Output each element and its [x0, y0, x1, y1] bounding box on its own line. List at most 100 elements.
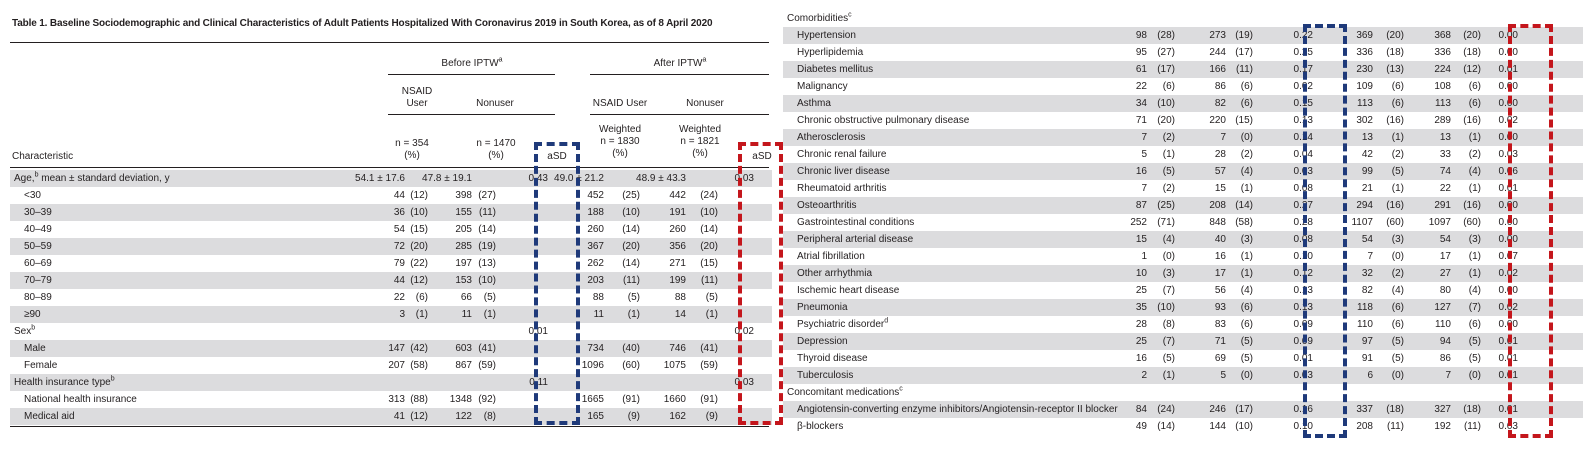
row-label: Angiotensin-converting enzyme inhibitors… — [797, 404, 1118, 415]
table-cell: 108 — [1434, 81, 1451, 92]
table-cell: 95 — [1135, 47, 1147, 58]
table-row: Medical aid 41 (12) 122 (8) 165 (9) 162 (9) — [10, 408, 772, 425]
row-label: Sexb — [14, 324, 36, 337]
table-cell: (71) — [1157, 217, 1175, 228]
table-cell: (9) — [705, 411, 718, 422]
table-cell: (12) — [410, 190, 428, 201]
table-row: Health insurance typeb 0.11 0.03 — [10, 374, 772, 391]
table-cell: (15) — [700, 258, 718, 269]
table-cell: 442 — [669, 190, 686, 201]
table-cell: (7) — [1162, 285, 1175, 296]
table-cell: 40 — [1214, 234, 1226, 245]
table-cell: (20) — [410, 241, 428, 252]
header-rule — [10, 167, 769, 168]
table-cell: 74 — [1439, 166, 1451, 177]
table-cell: 17 — [1214, 268, 1226, 279]
table-cell: 110 — [1357, 319, 1373, 330]
table-cell: 47.8 ± 19.1 — [422, 173, 472, 184]
table-cell: 208 — [1356, 421, 1373, 432]
table-cell: (16) — [1386, 115, 1404, 126]
table-cell: (10) — [1157, 302, 1175, 313]
table-cell: 118 — [1357, 302, 1373, 313]
table-cell: (20) — [1386, 30, 1404, 41]
table-cell: (7) — [1162, 336, 1175, 347]
table-cell: (3) — [1162, 268, 1175, 279]
table-cell: (13) — [478, 258, 496, 269]
table-cell: (1) — [1468, 268, 1481, 279]
group-underline-before — [388, 114, 555, 115]
row-label: Psychiatric disorderd — [797, 317, 889, 330]
table-cell: (1) — [1162, 370, 1175, 381]
table-cell: 252 — [1130, 217, 1147, 228]
table-cell: (17) — [1235, 404, 1253, 415]
table-cell: 2 — [1141, 370, 1147, 381]
table-cell: 93 — [1214, 302, 1226, 313]
row-label: Pneumonia — [797, 302, 848, 313]
table-cell: (25) — [622, 190, 640, 201]
table-title: Table 1. Baseline Sociodemographic and C… — [12, 18, 713, 29]
table-row: 50–59 72 (20) 285 (19) 367 (20) 356 (20) — [10, 238, 772, 255]
table-cell: 25 — [1135, 336, 1147, 347]
table-cell: (1) — [415, 309, 428, 320]
table-cell: 162 — [669, 411, 686, 422]
table-cell: 54 — [1439, 234, 1451, 245]
table-cell: (6) — [1391, 81, 1404, 92]
table-row: Asthma 34 (10) 82 (6) 0.15 113 (6) 113 (6) 0.00 — [783, 95, 1583, 112]
table-cell: 0.03 — [734, 377, 754, 388]
table-cell: 224 — [1434, 64, 1451, 75]
table-cell: (1) — [705, 309, 718, 320]
table-cell: 28 — [1214, 149, 1226, 160]
table-cell: 91 — [1361, 353, 1373, 364]
table-cell: 83 — [1214, 319, 1226, 330]
table-cell: (4) — [1391, 285, 1404, 296]
table-cell: 54.1 ± 17.6 — [355, 173, 405, 184]
table-cell: (5) — [1391, 336, 1404, 347]
table-cell: 155 — [455, 207, 472, 218]
row-label: Chronic liver disease — [797, 166, 890, 177]
table-row: Chronic renal failure 5 (1) 28 (2) 0.04 42 (2) 3… — [783, 146, 1583, 163]
table-row: Peripheral arterial disease 15 (4) 40 (3) 0.0… — [783, 231, 1583, 248]
after-iptw-header: After IPTWa — [653, 56, 707, 69]
table-cell: (59) — [478, 360, 496, 371]
table-cell: (18) — [1386, 404, 1404, 415]
table-cell: (2) — [1162, 132, 1175, 143]
table-cell: (60) — [622, 360, 640, 371]
table-row: Male 147 (42) 603 (41) 734 (40) 746 (41) — [10, 340, 772, 357]
weighted-user-header: Weighted n = 1830 (%) — [598, 124, 642, 159]
before-asd-highlight — [534, 142, 580, 425]
nsaid-user-header: NSAID User — [401, 86, 433, 109]
table-cell: 15 — [1214, 183, 1226, 194]
table-row: Ischemic heart disease 25 (7) 56 (4) 0.13 82 (4… — [783, 282, 1583, 299]
table-row: Gastrointestinal conditions 252 (71) 848 (58… — [783, 214, 1583, 231]
table-cell: (58) — [410, 360, 428, 371]
table-cell: 44 — [393, 190, 405, 201]
table-cell: (1) — [1240, 251, 1253, 262]
table-cell: 110 — [1435, 319, 1451, 330]
table-row: Comorbiditiesc — [783, 10, 1583, 27]
table-cell: 69 — [1214, 353, 1226, 364]
table-row: Tuberculosis 2 (1) 5 (0) 0.03 6 (0) 7 (0) 0.01 — [783, 367, 1583, 384]
table-cell: 6 — [1367, 370, 1373, 381]
table-cell: 0.02 — [734, 326, 754, 337]
table-row: ≥90 3 (1) 11 (1) 11 (1) 14 (1) — [10, 306, 772, 323]
table-cell: (28) — [1157, 30, 1175, 41]
table-cell: 356 — [669, 241, 686, 252]
table-cell: 166 — [1209, 64, 1226, 75]
table-row: Atrial fibrillation 1 (0) 16 (1) 0.10 7 (0) 17 (1… — [783, 248, 1583, 265]
table-cell: (2) — [1468, 149, 1481, 160]
table-row: Atherosclerosis 7 (2) 7 (0) 0.14 13 (1) 13 (1) 0.0… — [783, 129, 1583, 146]
row-label: Hyperlipidemia — [797, 47, 864, 58]
table-cell: 71 — [1214, 336, 1226, 347]
table-cell: (11) — [1463, 421, 1481, 432]
table-cell: 197 — [455, 258, 472, 269]
n-user-header: n = 354 (%) — [395, 138, 429, 161]
table-cell: 144 — [1209, 421, 1226, 432]
table-cell: 88 — [592, 292, 604, 303]
table-cell: 188 — [587, 207, 604, 218]
table-cell: 1075 — [663, 360, 686, 371]
table-cell: 336 — [1356, 47, 1373, 58]
table-cell: 7 — [1141, 183, 1147, 194]
table-cell: 113 — [1435, 98, 1451, 109]
row-label: Rheumatoid arthritis — [797, 183, 887, 194]
table-cell: 207 — [388, 360, 405, 371]
